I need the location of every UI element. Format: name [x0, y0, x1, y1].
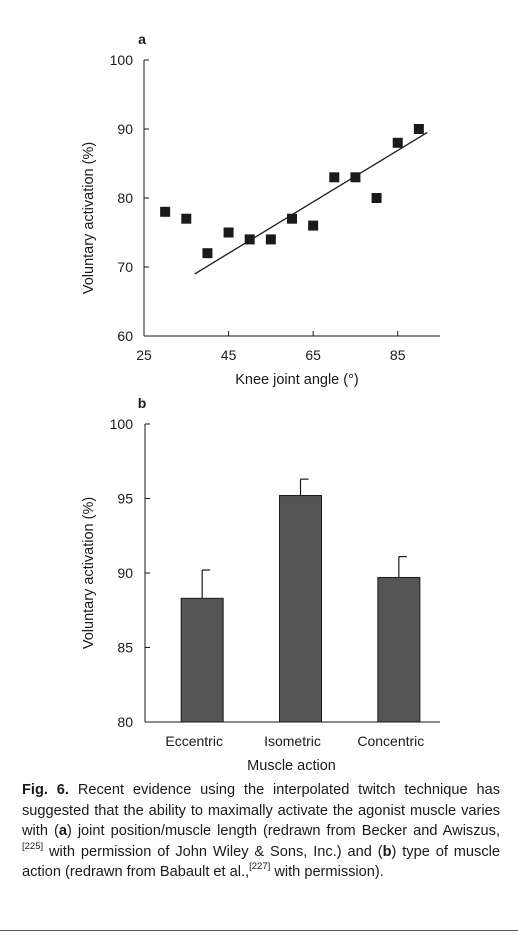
data-point: [223, 227, 234, 238]
data-point: [287, 213, 297, 224]
data-point: [329, 172, 340, 183]
data-point: [392, 137, 403, 148]
caption-text-2: ) joint position/muscle length (redrawn …: [66, 823, 500, 839]
data-point: [181, 213, 192, 224]
data-point: [371, 193, 382, 203]
data-point: [202, 248, 213, 259]
figure-caption: Fig. 6. Recent evidence using the interp…: [22, 780, 500, 883]
y-axis-title: Voluntary activation (%): [81, 142, 97, 294]
page-rule: [0, 930, 518, 931]
y-tick-label: 60: [117, 328, 133, 344]
x-tick-label: 45: [221, 347, 237, 363]
citation-225: [225]: [22, 840, 44, 852]
y-tick-label: 85: [117, 640, 133, 656]
x-tick-label: Eccentric: [165, 733, 223, 749]
x-tick-label: 85: [390, 347, 406, 363]
data-point: [413, 124, 424, 134]
panel-label: b: [138, 395, 147, 411]
y-tick-label: 90: [117, 121, 133, 137]
y-tick-label: 70: [117, 259, 133, 275]
data-point: [244, 234, 255, 245]
data-point: [160, 206, 171, 217]
citation-227: [227]: [249, 861, 271, 873]
x-tick-label: 65: [305, 347, 321, 363]
x-axis-title: Knee joint angle (°): [235, 372, 358, 388]
y-tick-label: 80: [117, 190, 133, 206]
data-point: [265, 234, 276, 245]
data-point: [350, 172, 361, 183]
chart-b: b 80 85 90 95 100 Eccentric Isometric Concentric…: [81, 395, 440, 774]
bar-isometric: [279, 495, 322, 723]
caption-text-5: with permission).: [270, 864, 384, 880]
bar-concentric: [377, 576, 421, 723]
caption-text-4: ) type of muscle action (redrawn from Ba…: [22, 843, 500, 881]
y-tick-label: 80: [117, 714, 133, 730]
caption-ref-b: b: [382, 843, 392, 860]
x-axis-title: Muscle action: [247, 758, 336, 774]
caption-text-3: with permission of John Wiley & Sons, In…: [43, 843, 383, 860]
y-tick-label: 100: [110, 52, 134, 68]
x-tick-label: Concentric: [357, 733, 424, 749]
y-tick-label: 100: [110, 416, 134, 432]
y-tick-label: 90: [117, 565, 133, 581]
caption-ref-a: a: [58, 823, 67, 839]
x-tick-label: Isometric: [264, 733, 321, 749]
y-axis-title: Voluntary activation (%): [81, 497, 97, 649]
y-tick-label: 95: [117, 491, 133, 507]
data-point: [308, 220, 319, 231]
figure-label: Fig. 6.: [22, 782, 69, 798]
x-tick-label: 25: [136, 347, 152, 363]
chart-a: a 60 70 80 90 100 25 45 65 85 Knee joint angle (°)…: [81, 31, 440, 388]
panel-label: a: [138, 31, 146, 47]
caption-text-1: Recent evidence using the interpolated t…: [22, 782, 500, 839]
trend-line: [194, 131, 428, 275]
bar-eccentric: [180, 597, 224, 723]
